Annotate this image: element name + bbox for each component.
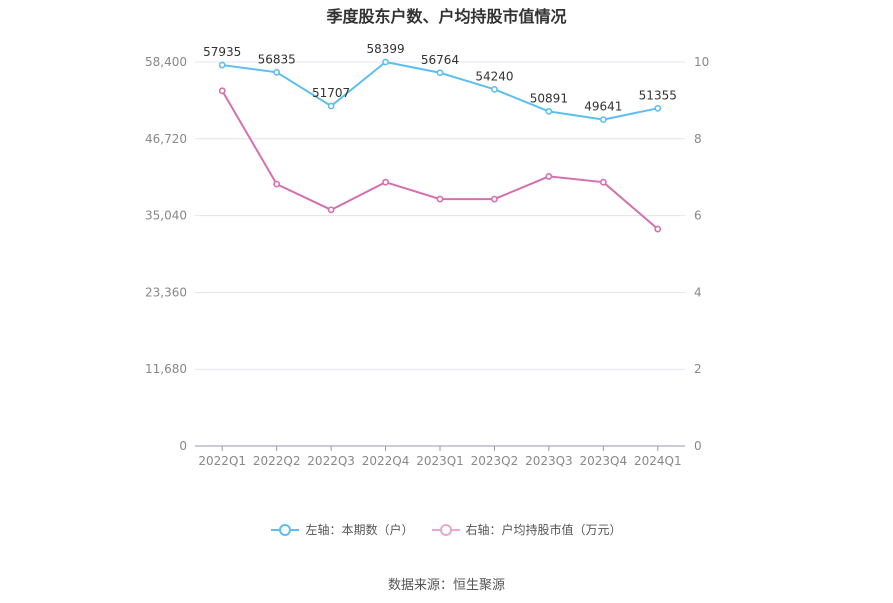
series-1-point — [654, 104, 662, 112]
series-1-point — [545, 107, 553, 115]
left-axis-tick-label: 35,040 — [145, 209, 187, 223]
data-label: 57935 — [203, 45, 241, 59]
series-2-point — [436, 195, 444, 203]
series-2-point — [273, 180, 281, 188]
x-axis-tick-label: 2022Q3 — [307, 454, 355, 468]
right-axis-tick-label: 10 — [694, 55, 709, 69]
data-label: 51355 — [639, 88, 677, 102]
x-axis-tick-label: 2024Q1 — [634, 454, 682, 468]
x-axis-tick-label: 2023Q4 — [580, 454, 628, 468]
x-axis-tick-label: 2022Q2 — [253, 454, 301, 468]
legend: 左轴：本期数（户） 右轴：户均持股市值（万元） — [0, 521, 893, 538]
data-label: 56835 — [258, 52, 296, 66]
legend-item-avg-value[interactable]: 右轴：户均持股市值（万元） — [431, 521, 622, 538]
left-axis-tick-label: 11,680 — [145, 362, 187, 376]
left-axis-tick-label: 23,360 — [145, 285, 187, 299]
x-axis-tick-label: 2023Q3 — [525, 454, 573, 468]
left-axis-tick-label: 46,720 — [145, 132, 187, 146]
series-2-point — [218, 87, 226, 95]
series-1-point — [327, 102, 335, 110]
series-1-point — [273, 68, 281, 76]
series-2-point — [545, 173, 553, 180]
data-label: 50891 — [530, 91, 568, 105]
legend-label-avg-value: 右轴：户均持股市值（万元） — [465, 523, 622, 537]
series-1-point — [491, 85, 498, 93]
series-1-point — [599, 116, 607, 123]
legend-item-households[interactable]: 左轴：本期数（户） — [271, 521, 414, 538]
x-axis-tick-label: 2023Q1 — [416, 454, 464, 468]
x-axis-tick-label: 2022Q4 — [362, 454, 410, 468]
right-axis-tick-label: 4 — [694, 285, 702, 299]
series-2-point — [491, 195, 498, 203]
data-label: 51707 — [312, 86, 350, 100]
x-axis-tick-label: 2023Q2 — [471, 454, 519, 468]
series-1-point — [436, 69, 444, 77]
left-axis-tick-label: 0 — [179, 439, 187, 453]
series-2-point — [382, 178, 389, 186]
source-note: 数据来源：恒生聚源 — [387, 578, 505, 593]
data-label: 49641 — [584, 100, 622, 114]
data-label: 54240 — [475, 69, 513, 83]
right-axis-tick-label: 0 — [694, 439, 702, 453]
right-axis-tick-label: 2 — [694, 362, 702, 376]
chart-title: 季度股东户数、户均持股市值情况 — [326, 7, 567, 26]
left-axis-tick-label: 58,400 — [145, 55, 187, 69]
series-1-point — [218, 61, 226, 69]
right-axis-tick-label: 6 — [694, 209, 702, 223]
series-2-point — [599, 178, 607, 186]
data-label: 56764 — [421, 53, 459, 67]
x-axis-tick-label: 2022Q1 — [198, 454, 246, 468]
right-axis-tick-label: 8 — [694, 132, 702, 146]
legend-swatch-households — [271, 523, 300, 536]
series-1-point — [382, 58, 389, 66]
legend-swatch-avg-value — [431, 523, 460, 536]
data-label: 58399 — [366, 42, 404, 56]
series-2-point — [327, 206, 335, 214]
series-2-point — [654, 225, 662, 233]
legend-label-households: 左轴：本期数（户） — [305, 523, 414, 537]
